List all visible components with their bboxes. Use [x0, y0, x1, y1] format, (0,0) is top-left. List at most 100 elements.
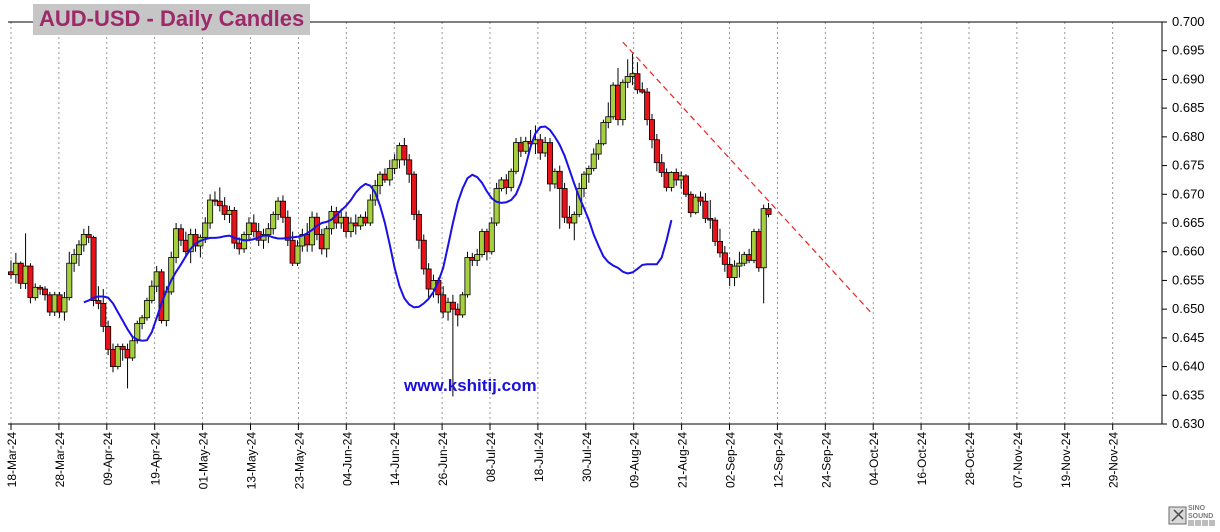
candle-body-up: [396, 145, 403, 161]
candle-body-down: [556, 170, 563, 189]
candle-body-up: [498, 179, 505, 189]
axes: [8, 21, 1163, 425]
candle: [760, 204, 767, 304]
candle-body-down: [537, 139, 544, 154]
candle-body-down: [712, 219, 719, 242]
candle-body-down: [124, 348, 131, 359]
candle: [716, 228, 723, 258]
candle-body-down: [755, 231, 762, 269]
candle: [522, 136, 529, 155]
candle: [265, 223, 272, 244]
candle: [503, 174, 510, 195]
candle-body-up: [134, 323, 141, 342]
x-tick-label: 04-Jun-24: [340, 432, 354, 486]
candle: [343, 211, 350, 238]
candle-body-up: [692, 196, 699, 214]
candle-body-up: [66, 262, 73, 299]
x-tick-label: 01-May-24: [197, 432, 211, 490]
y-tick-label: 0.695: [1172, 43, 1205, 58]
candle: [61, 291, 68, 321]
candle: [459, 291, 466, 318]
candle-body-down: [707, 218, 714, 221]
candle-body-down: [716, 240, 723, 254]
x-tick-label: 28-Oct-24: [963, 432, 977, 486]
candle: [542, 136, 549, 157]
candle-body-up: [624, 76, 631, 83]
candle-body-up: [459, 294, 466, 316]
candle: [750, 228, 757, 264]
candle: [415, 210, 422, 249]
candle-body-up: [129, 340, 136, 359]
candle: [284, 210, 291, 246]
candle-body-up: [508, 170, 515, 188]
candle: [445, 297, 452, 321]
candle-body-down: [503, 179, 510, 188]
candle-body-up: [464, 257, 471, 296]
x-tick-label: 07-Nov-24: [1011, 432, 1025, 488]
candle: [231, 206, 238, 249]
candle: [639, 82, 646, 94]
candle-body-down: [17, 262, 24, 284]
x-axis-tick-labels: 18-Mar-24 28-Mar-24 09-Apr-24 19-Apr-24 01-M…: [5, 432, 1121, 490]
candle-body-down: [41, 288, 48, 296]
candle-body-down: [454, 308, 461, 316]
candle-body-down: [702, 200, 709, 219]
candle-body-up: [581, 173, 588, 189]
candle: [668, 171, 675, 192]
candle: [517, 136, 524, 157]
y-tick-label: 0.670: [1172, 186, 1205, 201]
candle-body-down: [517, 142, 524, 152]
y-tick-label: 0.685: [1172, 100, 1205, 115]
candle-body-up: [513, 142, 520, 172]
x-tick-label: 29-Nov-24: [1107, 432, 1121, 488]
candle-body-up: [61, 297, 68, 313]
candle-body-up: [114, 346, 121, 367]
candle: [581, 171, 588, 198]
candle: [411, 171, 418, 221]
candle-body-up: [590, 153, 597, 169]
candle-body-down: [648, 119, 655, 141]
candle: [702, 193, 709, 223]
candle: [85, 225, 92, 244]
candle: [498, 177, 505, 192]
candle: [255, 223, 262, 246]
candle: [245, 217, 252, 241]
candle: [211, 191, 218, 206]
candle: [610, 82, 617, 120]
candle-body-up: [143, 300, 150, 319]
candle-body-down: [221, 205, 228, 215]
candle-body-down: [231, 209, 238, 244]
candle-body-up: [270, 213, 277, 230]
candle: [294, 240, 301, 267]
candle: [644, 88, 651, 126]
candle-body-up: [595, 143, 602, 155]
candle-body-down: [658, 162, 665, 173]
candle-body-up: [522, 141, 529, 152]
candle-body-up: [731, 265, 738, 278]
candle-body-up: [600, 122, 607, 145]
candle: [197, 234, 204, 258]
candle: [41, 286, 48, 301]
candle: [129, 337, 136, 361]
candle: [420, 234, 427, 275]
candle-body-down: [7, 271, 14, 276]
candle: [119, 343, 126, 361]
x-tick-label: 12-Sep-24: [771, 432, 785, 488]
candle-body-up: [275, 200, 282, 215]
candle-body-up: [75, 244, 82, 255]
candle-body-down: [634, 73, 641, 91]
candle-body-up: [678, 175, 685, 181]
candle-body-down: [401, 145, 408, 161]
candle-body-down: [440, 294, 447, 313]
y-tick-label: 0.655: [1172, 272, 1205, 287]
candle: [377, 171, 384, 195]
candle: [707, 200, 714, 229]
svg-text:SOUND: SOUND: [1188, 513, 1213, 520]
candle-body-down: [85, 234, 92, 238]
candle: [250, 214, 257, 238]
candles: [7, 53, 772, 397]
candle-body-down: [236, 242, 243, 250]
candle: [687, 191, 694, 218]
candle: [109, 343, 116, 373]
